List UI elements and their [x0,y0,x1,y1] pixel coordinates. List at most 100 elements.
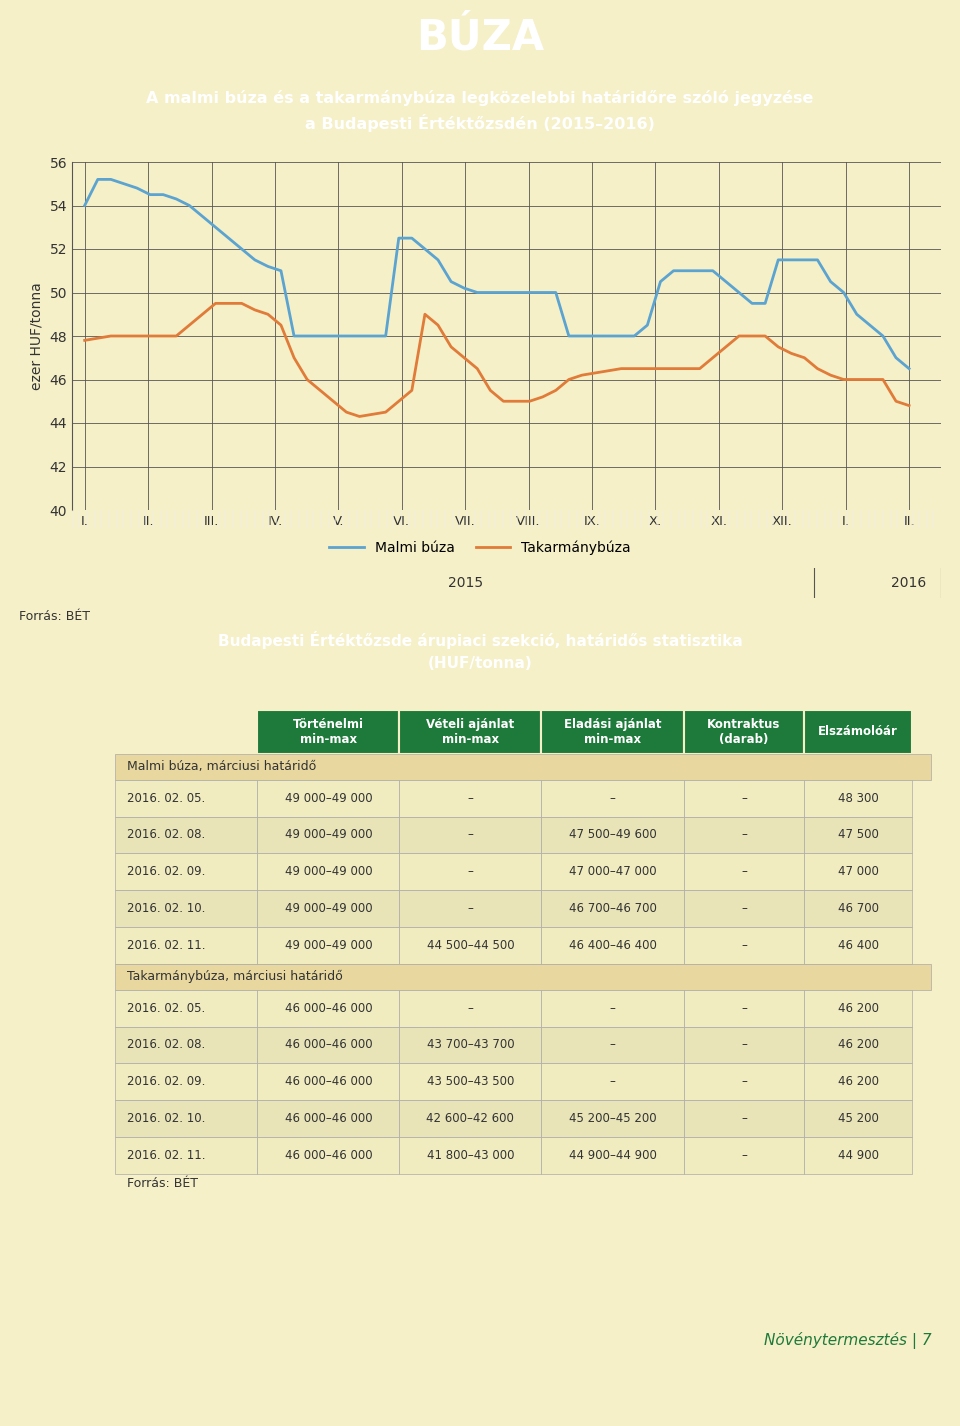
Text: 2016. 02. 08.: 2016. 02. 08. [127,829,205,841]
Bar [684,1064,804,1101]
Bar [399,1137,541,1174]
Text: 46 200: 46 200 [838,1038,878,1051]
Text: BÚZA: BÚZA [416,17,544,58]
Text: Vételi ajánlat
min-max: Vételi ajánlat min-max [426,717,515,746]
Bar [399,1027,541,1064]
Bar [115,890,257,927]
Text: Forrás: BÉT: Forrás: BÉT [127,1176,198,1189]
Text: 45 200: 45 200 [838,1112,878,1125]
Bar [257,853,399,890]
Bar [684,990,804,1027]
Text: Növénytermesztés | 7: Növénytermesztés | 7 [763,1332,931,1349]
Text: –: – [741,1075,747,1088]
Text: Takarmánybúza, márciusi határidő: Takarmánybúza, márciusi határidő [127,970,343,984]
Text: 46 000–46 000: 46 000–46 000 [284,1001,372,1015]
Bar [399,817,541,853]
Bar [399,1064,541,1101]
Bar [684,710,804,754]
Text: Malmi búza, márciusi határidő: Malmi búza, márciusi határidő [127,760,316,773]
Bar [257,710,399,754]
Text: 2016. 02. 08.: 2016. 02. 08. [127,1038,205,1051]
Bar [804,890,912,927]
Bar [684,780,804,817]
Text: 46 000–46 000: 46 000–46 000 [284,1038,372,1051]
Bar [115,710,257,754]
Bar [257,817,399,853]
Bar [541,710,684,754]
Bar [541,780,684,817]
Bar [399,1101,541,1137]
Bar [684,1027,804,1064]
Bar [804,1137,912,1174]
Text: 2016: 2016 [892,576,926,590]
Text: –: – [741,903,747,915]
Text: 48 300: 48 300 [838,791,878,804]
Bar [257,990,399,1027]
Text: 46 400–46 400: 46 400–46 400 [568,938,657,953]
Text: 43 700–43 700: 43 700–43 700 [426,1038,515,1051]
Text: 2016. 02. 11.: 2016. 02. 11. [127,938,205,953]
Text: –: – [741,866,747,878]
Text: 49 000–49 000: 49 000–49 000 [284,903,372,915]
Bar [115,1064,257,1101]
Text: 47 000: 47 000 [838,866,878,878]
Bar [115,754,931,780]
Text: –: – [741,1038,747,1051]
Text: –: – [610,1038,615,1051]
Bar [115,927,257,964]
Bar [804,817,912,853]
Bar [541,990,684,1027]
Bar [257,780,399,817]
Text: 49 000–49 000: 49 000–49 000 [284,938,372,953]
Text: 47 500–49 600: 47 500–49 600 [568,829,657,841]
Bar [399,890,541,927]
Text: 49 000–49 000: 49 000–49 000 [284,866,372,878]
Text: 47 000–47 000: 47 000–47 000 [568,866,657,878]
Text: 46 000–46 000: 46 000–46 000 [284,1075,372,1088]
Bar [804,1027,912,1064]
Text: 46 000–46 000: 46 000–46 000 [284,1112,372,1125]
Bar [115,817,257,853]
Text: –: – [741,791,747,804]
Text: 44 900–44 900: 44 900–44 900 [568,1149,657,1162]
Text: –: – [468,866,473,878]
Text: 49 000–49 000: 49 000–49 000 [284,791,372,804]
Text: Kontraktus
(darab): Kontraktus (darab) [708,717,780,746]
Text: –: – [741,1149,747,1162]
Bar [257,890,399,927]
Bar [804,990,912,1027]
Text: Eladási ajánlat
min-max: Eladási ajánlat min-max [564,717,661,746]
Text: –: – [468,791,473,804]
Bar [541,1064,684,1101]
Text: Forrás: BÉT: Forrás: BÉT [19,609,90,623]
Text: 2016. 02. 11.: 2016. 02. 11. [127,1149,205,1162]
Bar [804,853,912,890]
Text: –: – [468,903,473,915]
Text: 44 900: 44 900 [838,1149,878,1162]
Text: 2016. 02. 09.: 2016. 02. 09. [127,1075,205,1088]
Bar [541,1027,684,1064]
Text: 46 400: 46 400 [838,938,878,953]
Bar [115,780,257,817]
Bar [804,710,912,754]
Text: 2016. 02. 09.: 2016. 02. 09. [127,866,205,878]
Text: 44 500–44 500: 44 500–44 500 [426,938,515,953]
Text: 2016. 02. 10.: 2016. 02. 10. [127,903,205,915]
Bar [115,853,257,890]
Bar [684,1137,804,1174]
Text: –: – [610,791,615,804]
Text: 46 000–46 000: 46 000–46 000 [284,1149,372,1162]
Text: –: – [741,1112,747,1125]
Bar [804,1064,912,1101]
Text: 2016. 02. 05.: 2016. 02. 05. [127,1001,205,1015]
Text: 42 600–42 600: 42 600–42 600 [426,1112,515,1125]
Bar [399,853,541,890]
Bar [684,817,804,853]
Bar [804,1101,912,1137]
Bar [257,1101,399,1137]
Bar [399,927,541,964]
Bar [804,780,912,817]
Text: –: – [468,829,473,841]
Text: –: – [741,938,747,953]
Text: 2015: 2015 [447,576,483,590]
